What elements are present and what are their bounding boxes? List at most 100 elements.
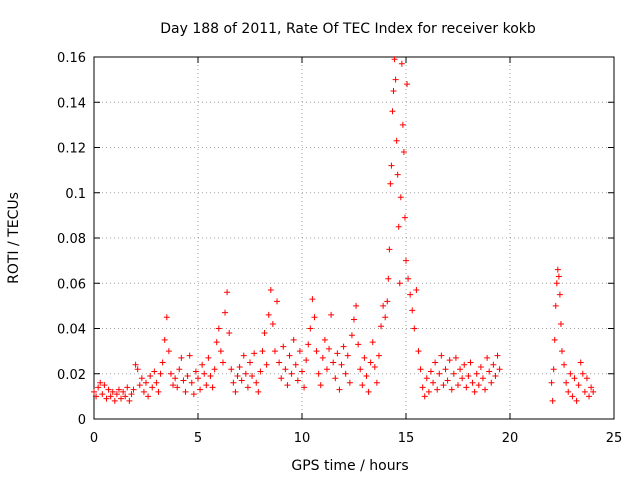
data-point [115,386,122,393]
data-point [282,366,289,373]
data-point [186,352,193,359]
data-point [411,325,418,332]
data-point [180,377,187,384]
data-series [91,56,597,404]
y-tick-label: 0.14 [57,96,86,111]
data-point [394,171,401,178]
data-point [448,386,455,393]
data-point [195,375,201,382]
data-point [463,384,470,391]
data-point [399,121,406,128]
data-point [583,375,590,382]
data-point [234,373,241,380]
data-point [465,373,472,380]
data-point [590,388,597,395]
data-point [357,366,364,373]
data-point [450,370,457,377]
data-point [290,336,297,343]
data-point [404,81,411,88]
data-point [211,366,218,373]
data-point [384,298,391,305]
data-point [174,384,181,391]
data-point [363,373,370,380]
data-point [213,339,220,346]
data-point [444,377,451,384]
x-tick-label: 25 [606,431,623,446]
data-point [230,379,237,386]
data-point [105,386,112,393]
data-point [107,393,114,400]
x-axis-label: GPS time / hours [291,458,408,474]
data-point [95,384,102,391]
data-point [292,361,299,368]
data-point [455,382,461,389]
data-point [471,388,478,395]
data-point [551,336,558,343]
data-point [138,375,145,382]
data-point [346,379,353,386]
y-tick-label: 0 [78,413,86,428]
y-axis-label: ROTI / TECUs [6,192,22,284]
data-point [170,382,177,389]
data-point [425,388,432,395]
data-point [389,108,396,115]
data-point [334,350,341,357]
data-point [111,397,118,404]
data-point [178,354,185,361]
data-point [469,379,476,386]
data-point [219,359,226,366]
data-point [486,368,493,375]
x-tick-label: 10 [294,431,311,446]
data-point [427,368,434,375]
data-point [477,363,484,370]
data-point [398,60,405,67]
data-point [554,266,561,273]
data-point [226,330,233,337]
x-tick-label: 20 [502,431,519,446]
data-point [338,361,345,368]
data-point [409,307,416,314]
data-point [581,388,588,395]
data-point [573,397,580,404]
y-tick-label: 0.12 [57,142,86,157]
data-point [390,87,397,94]
data-point [415,348,422,355]
data-point [261,330,268,337]
data-point [263,361,270,368]
data-point [149,384,156,391]
data-point [488,379,495,386]
data-point [421,393,428,400]
data-point [259,348,266,355]
data-point [159,359,166,366]
data-point [550,366,557,373]
data-point [242,370,249,377]
data-point [122,393,129,400]
data-point [147,373,154,380]
data-point [392,76,399,83]
data-point [467,359,474,366]
data-point [153,379,160,386]
data-point [359,382,366,389]
data-point [344,352,351,359]
data-point [278,375,285,382]
data-point [395,223,402,230]
x-tick-label: 5 [194,431,202,446]
y-tick-label: 0.16 [57,51,86,66]
data-point [232,388,239,395]
data-point [407,291,414,298]
data-point [276,359,283,366]
data-point [496,366,503,373]
data-point [328,311,335,318]
data-point [126,397,133,404]
data-point [167,370,174,377]
data-point [351,316,357,323]
data-point [391,56,398,63]
data-point [120,388,127,395]
data-point [321,336,328,343]
data-point [269,320,276,327]
data-point [369,339,376,346]
data-point [430,379,437,386]
data-point [151,368,158,375]
data-point [155,388,162,395]
